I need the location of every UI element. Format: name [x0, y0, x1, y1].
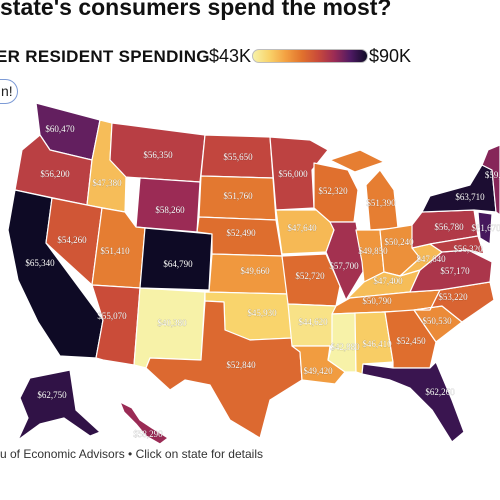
state-value-label-or: $56,200: [40, 169, 70, 179]
state-value-label-il: $57,700: [329, 261, 359, 271]
state-new-mexico[interactable]: [133, 287, 206, 369]
state-value-label-ia: $47,640: [287, 223, 317, 233]
state-value-label-nv: $54,260: [57, 235, 87, 245]
state-value-label-va: $57,170: [440, 266, 470, 276]
state-maryland[interactable]: [429, 235, 485, 255]
state-value-label-ne-region: $59,1: [485, 170, 500, 180]
state-value-labels: $60,470 $56,200 $65,340 $47,380 $54,260 $56,3…: [25, 124, 500, 440]
state-michigan[interactable]: [365, 169, 399, 231]
hint-text: n!: [1, 83, 13, 99]
state-hawaii[interactable]: [119, 401, 169, 445]
state-value-label-in: $49,850: [358, 246, 388, 256]
state-value-label-ky: $47,400: [373, 276, 403, 286]
state-texas[interactable]: [145, 300, 303, 439]
legend-min-label: $43K: [209, 46, 252, 66]
state-value-label-wi: $52,320: [318, 186, 348, 196]
state-value-label-ok: $45,930: [247, 308, 277, 318]
state-value-label-al: $46,410: [362, 339, 392, 349]
state-alaska[interactable]: [17, 369, 101, 441]
state-louisiana[interactable]: [291, 345, 346, 385]
state-value-label-nd: $55,650: [223, 152, 253, 162]
state-value-label-mo: $52,720: [295, 271, 325, 281]
legend-gradient-bar: [252, 49, 368, 63]
source-footer: u of Economic Advisors • Click on state …: [0, 447, 263, 461]
state-missouri[interactable]: [281, 253, 341, 307]
state-new-england[interactable]: [481, 144, 500, 216]
state-value-label-wv: $47,640: [416, 254, 446, 264]
hint-button[interactable]: [0, 79, 18, 104]
state-value-label-ms: $42,880: [330, 342, 360, 352]
state-value-label-ak: $62,750: [37, 390, 67, 400]
state-value-label-fl: $62,260: [425, 387, 455, 397]
state-value-label-nc: $53,220: [438, 292, 468, 302]
state-value-label-ga: $52,450: [396, 336, 426, 346]
state-value-label-sd: $51,760: [223, 191, 253, 201]
state-value-label-ca: $65,340: [25, 258, 55, 268]
state-value-label-tx: $52,840: [226, 360, 256, 370]
state-value-label-oh: $50,240: [384, 237, 414, 247]
legend-title: ER RESIDENT SPENDING: [0, 47, 210, 66]
state-value-label-mi: $51,390: [366, 198, 396, 208]
state-value-label-ut: $51,410: [100, 246, 130, 256]
state-value-label-id: $47,380: [92, 178, 122, 188]
state-value-label-ar: $44,620: [298, 317, 328, 327]
state-value-label-nj: $61,670: [471, 223, 500, 233]
state-value-label-md: $56,320: [453, 244, 483, 254]
state-value-label-ne: $52,490: [226, 228, 256, 238]
state-value-label-tn: $50,790: [362, 296, 392, 306]
state-value-label-ny: $63,710: [455, 192, 485, 202]
page-title: state's consumers spend the most?: [0, 0, 392, 20]
state-value-label-mn: $56,000: [278, 169, 308, 179]
state-michigan-upper[interactable]: [329, 149, 385, 173]
state-florida[interactable]: [361, 361, 465, 443]
state-value-label-hi: $58,290: [133, 429, 163, 439]
state-new-jersey[interactable]: [477, 211, 493, 245]
legend-max-label: $90K: [369, 46, 412, 66]
state-value-label-wa: $60,470: [45, 124, 75, 134]
state-value-label-wy: $58,260: [155, 205, 185, 215]
state-value-label-mt: $56,350: [143, 150, 173, 160]
color-legend: ER RESIDENT SPENDING $43K $90K: [0, 44, 500, 70]
state-value-label-az: $55,070: [97, 311, 127, 321]
state-value-label-nm: $40,380: [157, 318, 187, 328]
state-value-label-co: $64,790: [163, 259, 193, 269]
state-value-label-sc: $50,530: [422, 316, 452, 326]
state-value-label-la: $49,420: [303, 366, 333, 376]
state-value-label-pa: $56,780: [434, 222, 464, 232]
state-value-label-ks: $49,660: [240, 266, 270, 276]
